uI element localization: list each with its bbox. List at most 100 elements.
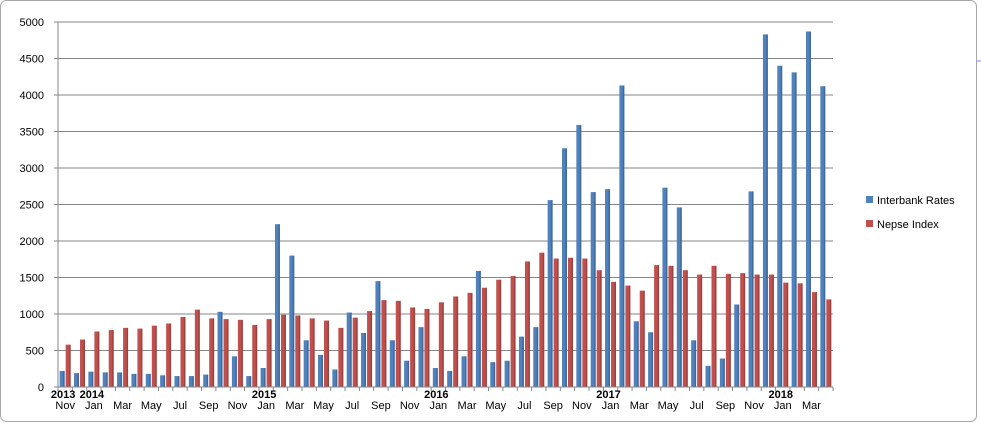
y-tick-label: 1000 <box>20 309 44 321</box>
x-month-label: Mar <box>458 400 477 412</box>
bar-nepse-index <box>725 273 731 387</box>
x-month-label: Mar <box>285 400 304 412</box>
bar-interbank-rates <box>274 224 280 387</box>
bar-nepse-index <box>123 327 129 387</box>
bar-shade <box>536 327 539 387</box>
bar-shade <box>442 302 444 387</box>
bar-nepse-index <box>338 327 344 387</box>
bar-shade <box>514 276 516 387</box>
bar-interbank-rates <box>547 200 553 387</box>
y-tick-label: 3500 <box>20 127 44 139</box>
bar-shade <box>758 274 760 387</box>
bar-interbank-rates <box>289 255 295 387</box>
bar-shade <box>694 340 697 387</box>
bar-nepse-index <box>166 323 172 387</box>
bar-shade <box>565 148 567 387</box>
bar-nepse-index <box>481 287 487 387</box>
bar-interbank-rates <box>490 362 496 387</box>
bar-interbank-rates <box>303 340 309 387</box>
bar-nepse-index <box>668 265 674 387</box>
bar-nepse-index <box>94 331 100 387</box>
bar-interbank-rates <box>705 365 711 387</box>
x-month-label: Mar <box>113 400 132 412</box>
bar-shade <box>91 371 94 387</box>
bar-nepse-index <box>811 292 817 387</box>
bar-shade <box>221 311 223 387</box>
bar-shade <box>651 332 654 387</box>
bar-shade <box>63 370 65 387</box>
bar-shade <box>112 330 114 387</box>
legend-label-interbank: Interbank Rates <box>877 195 955 207</box>
x-year-label: 2014 <box>80 389 105 401</box>
bar-interbank-rates <box>805 31 811 388</box>
bar-shade <box>637 321 639 387</box>
bar-shade <box>69 344 71 387</box>
bar-nepse-index <box>223 319 229 387</box>
x-month-label: Sep <box>371 400 391 412</box>
bar-shade <box>479 270 481 387</box>
bar-shade <box>177 376 180 387</box>
bar-nepse-index <box>381 300 387 387</box>
bar-interbank-rates <box>375 281 381 387</box>
bar-shade <box>743 273 746 387</box>
bar-nepse-index <box>180 316 186 387</box>
bar-shade <box>786 282 789 387</box>
bar-shade <box>571 257 573 387</box>
bar-shade <box>298 315 301 387</box>
bar-shade <box>729 273 731 387</box>
bar-interbank-rates <box>332 369 338 387</box>
bar-interbank-rates <box>246 376 252 387</box>
bar-shade <box>106 372 108 387</box>
bar-nepse-index <box>524 261 530 387</box>
bar-nepse-index <box>682 270 688 387</box>
legend-label-nepse: Nepse Index <box>877 219 939 231</box>
bar-shade <box>585 258 588 387</box>
bar-shade <box>313 318 315 387</box>
bar-interbank-rates <box>59 370 65 387</box>
legend-swatch-nepse <box>866 220 873 227</box>
bar-nepse-index <box>582 258 588 387</box>
bar-shade <box>278 224 280 387</box>
bar-shade <box>485 287 487 387</box>
bar-nepse-index <box>711 265 717 387</box>
bar-shade <box>120 372 123 387</box>
bar-shade <box>235 356 237 387</box>
bar-interbank-rates <box>676 207 682 387</box>
bar-shade <box>364 332 367 387</box>
y-tick-label: 1500 <box>20 273 44 285</box>
bar-interbank-rates <box>361 332 367 387</box>
bar-interbank-rates <box>576 124 582 388</box>
bar-nepse-index <box>424 308 430 387</box>
bar-interbank-rates <box>561 148 567 387</box>
x-month-label: Nov <box>228 400 248 412</box>
y-tick-label: 500 <box>26 346 44 358</box>
bar-shade <box>594 192 596 387</box>
y-tick-label: 5000 <box>20 17 44 29</box>
bar-nepse-index <box>539 252 545 387</box>
bar-interbank-rates <box>188 376 194 387</box>
bar-shade <box>284 314 286 387</box>
bars <box>59 31 832 388</box>
legend-swatch-interbank <box>866 196 873 203</box>
x-month-label: Sep <box>543 400 563 412</box>
bar-interbank-rates <box>404 360 410 387</box>
bar-interbank-rates <box>762 34 768 387</box>
bar-shade <box>436 368 438 387</box>
bar-interbank-rates <box>203 374 209 387</box>
x-month-label: Nov <box>400 400 420 412</box>
bar-nepse-index <box>553 258 559 387</box>
bar-interbank-rates <box>719 358 725 387</box>
bar-shade <box>83 339 86 387</box>
bar-shade <box>335 369 338 387</box>
bar-shade <box>686 270 688 387</box>
bar-interbank-rates <box>88 371 94 387</box>
bar-nepse-index <box>295 315 301 387</box>
bar-shade <box>614 281 617 387</box>
bar-interbank-rates <box>461 356 467 387</box>
bar-interbank-rates <box>475 270 481 387</box>
bar-nepse-index <box>367 311 373 387</box>
axes <box>57 22 834 391</box>
bar-shade <box>829 299 832 387</box>
bar-shade <box>795 72 797 388</box>
